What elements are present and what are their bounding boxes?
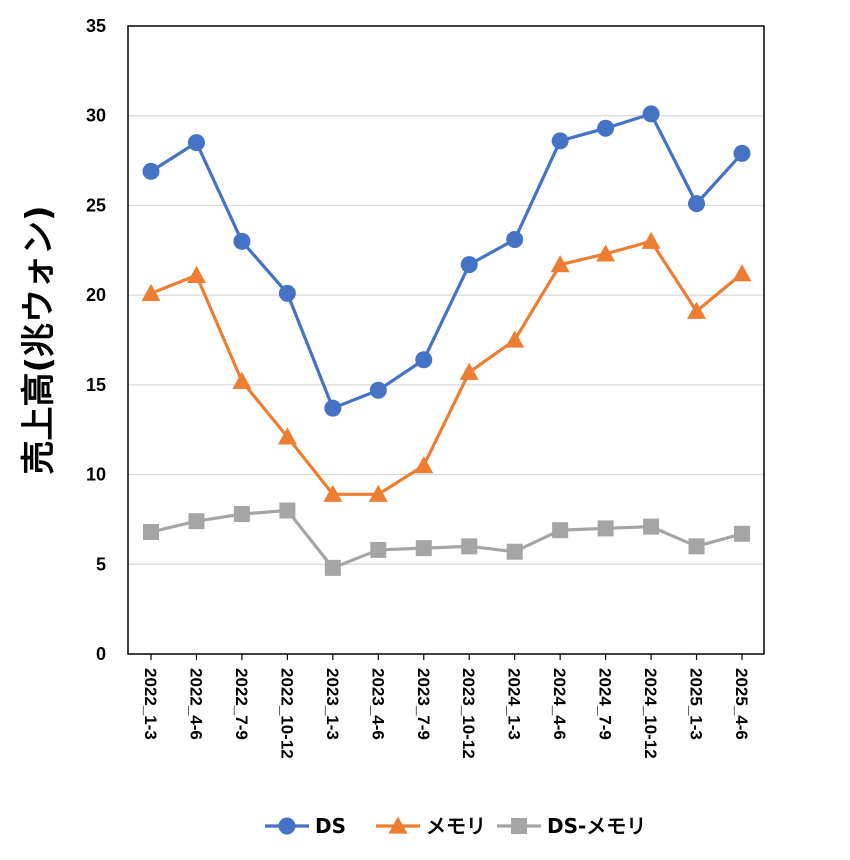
data-point bbox=[232, 371, 252, 389]
series-lines bbox=[141, 105, 752, 576]
data-point bbox=[278, 284, 296, 302]
y-tick-label: 5 bbox=[96, 554, 106, 574]
y-tick-label: 25 bbox=[86, 195, 106, 215]
x-tick-label: 2025_1-3 bbox=[687, 668, 706, 740]
legend-marker bbox=[278, 817, 296, 835]
data-point bbox=[415, 351, 433, 369]
data-point bbox=[597, 119, 615, 137]
data-point bbox=[369, 381, 387, 399]
data-point bbox=[505, 330, 525, 348]
series-triangle bbox=[141, 231, 752, 502]
legend-item: メモリ bbox=[376, 814, 486, 838]
x-tick-label: 2022_1-3 bbox=[141, 668, 160, 740]
data-point bbox=[188, 513, 205, 530]
legend-item: DS bbox=[265, 814, 346, 838]
data-point bbox=[323, 484, 343, 502]
series-line bbox=[150, 239, 744, 496]
data-point bbox=[141, 283, 161, 301]
data-point bbox=[733, 144, 751, 162]
data-point bbox=[688, 195, 706, 213]
legend-marker bbox=[511, 818, 527, 834]
plot-area-frame bbox=[127, 25, 765, 655]
data-point bbox=[687, 301, 707, 319]
data-point bbox=[642, 105, 660, 123]
x-tick-label: 2024_7-9 bbox=[596, 668, 615, 740]
data-point bbox=[233, 232, 251, 250]
data-point bbox=[414, 456, 434, 474]
legend-label: DS-メモリ bbox=[547, 814, 646, 838]
y-tick-label: 0 bbox=[96, 644, 106, 664]
x-tick-label: 2024_10-12 bbox=[641, 668, 660, 759]
data-point bbox=[732, 264, 752, 282]
x-tick-label: 2024_4-6 bbox=[550, 668, 569, 740]
data-point bbox=[551, 132, 569, 150]
gridlines bbox=[128, 115, 764, 565]
legend-label: メモリ bbox=[426, 814, 486, 838]
series-square bbox=[143, 502, 750, 576]
y-tick-label: 35 bbox=[86, 16, 106, 36]
legend: DS メモリ DS-メモリ bbox=[265, 814, 646, 838]
y-axis-label: 売上高(兆ウォン) bbox=[19, 205, 59, 474]
data-point bbox=[415, 540, 432, 557]
data-point bbox=[506, 231, 524, 249]
data-point bbox=[279, 502, 296, 519]
data-point bbox=[143, 523, 159, 540]
data-point bbox=[688, 538, 705, 555]
data-point bbox=[142, 162, 160, 180]
data-point bbox=[641, 231, 661, 249]
data-point bbox=[550, 255, 570, 273]
legend-label: DS bbox=[315, 814, 346, 838]
x-tick-label: 2023_4-6 bbox=[368, 668, 387, 740]
data-point bbox=[233, 506, 250, 523]
data-point bbox=[506, 543, 523, 560]
data-point bbox=[368, 484, 388, 502]
data-point bbox=[186, 265, 206, 284]
x-tick-label: 2023_1-3 bbox=[323, 668, 342, 740]
data-point bbox=[370, 541, 387, 558]
data-point bbox=[734, 525, 750, 542]
x-tick-label: 2024_1-3 bbox=[505, 668, 524, 740]
data-point bbox=[324, 559, 341, 576]
y-tick-label: 15 bbox=[86, 375, 106, 395]
data-point bbox=[552, 522, 569, 539]
data-point bbox=[643, 518, 660, 535]
data-point bbox=[459, 362, 479, 380]
series-line bbox=[150, 112, 744, 410]
y-tick-label: 30 bbox=[86, 106, 106, 126]
data-point bbox=[324, 399, 342, 417]
data-point bbox=[187, 134, 205, 152]
y-axis-ticks: 0 5 10 15 20 25 30 35 bbox=[86, 16, 106, 664]
data-point bbox=[277, 427, 297, 445]
x-tick-label: 2022_7-9 bbox=[232, 668, 251, 740]
x-tick-label: 2022_4-6 bbox=[186, 668, 205, 740]
x-tick-label: 2023_7-9 bbox=[414, 668, 433, 740]
x-tick-label: 2023_10-12 bbox=[459, 668, 478, 759]
x-tick-label: 2025_4-6 bbox=[732, 668, 751, 740]
data-point bbox=[460, 256, 478, 274]
x-axis-ticks: 2022_1-3 2022_4-6 2022_7-9 2022_10-12 2023_1… bbox=[141, 654, 751, 759]
data-point bbox=[596, 244, 616, 262]
series-circle bbox=[142, 105, 751, 417]
legend-marker bbox=[388, 816, 408, 834]
legend-item: DS-メモリ bbox=[497, 814, 646, 838]
x-tick-label: 2022_10-12 bbox=[277, 668, 296, 759]
data-point bbox=[597, 520, 614, 537]
data-point bbox=[461, 538, 478, 555]
y-tick-label: 20 bbox=[86, 285, 106, 305]
y-tick-label: 10 bbox=[86, 465, 106, 485]
